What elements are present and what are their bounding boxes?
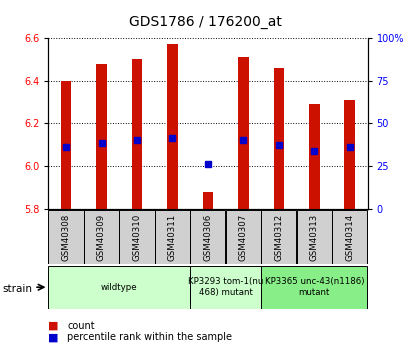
Bar: [190, 266, 261, 309]
Bar: [61, 81, 71, 209]
Text: KP3293 tom-1(nu
468) mutant: KP3293 tom-1(nu 468) mutant: [188, 277, 263, 297]
Bar: [297, 210, 332, 264]
Text: count: count: [67, 321, 95, 331]
Bar: [190, 210, 226, 264]
Text: GSM40309: GSM40309: [97, 214, 106, 261]
Text: GSM40308: GSM40308: [62, 214, 71, 261]
Bar: [119, 210, 155, 264]
Bar: [48, 210, 84, 264]
Bar: [309, 104, 320, 209]
Text: GSM40312: GSM40312: [274, 214, 284, 261]
Bar: [48, 266, 190, 309]
Text: ■: ■: [48, 333, 59, 342]
Text: ■: ■: [48, 321, 59, 331]
Text: KP3365 unc-43(n1186)
mutant: KP3365 unc-43(n1186) mutant: [265, 277, 364, 297]
Bar: [155, 210, 190, 264]
Bar: [167, 45, 178, 209]
Bar: [238, 57, 249, 209]
Text: percentile rank within the sample: percentile rank within the sample: [67, 333, 232, 342]
Bar: [226, 210, 261, 264]
Bar: [96, 63, 107, 209]
Text: GSM40313: GSM40313: [310, 214, 319, 261]
Bar: [84, 210, 119, 264]
Bar: [344, 100, 355, 209]
Text: strain: strain: [2, 284, 32, 294]
Text: GDS1786 / 176200_at: GDS1786 / 176200_at: [129, 15, 282, 29]
Bar: [131, 59, 142, 209]
Text: GSM40306: GSM40306: [203, 214, 213, 261]
Bar: [202, 191, 213, 209]
Bar: [273, 68, 284, 209]
Bar: [261, 210, 297, 264]
Text: GSM40311: GSM40311: [168, 214, 177, 261]
Bar: [332, 210, 368, 264]
Text: wildtype: wildtype: [101, 283, 137, 292]
Text: GSM40307: GSM40307: [239, 214, 248, 261]
Bar: [261, 266, 368, 309]
Text: GSM40314: GSM40314: [345, 214, 354, 261]
Text: GSM40310: GSM40310: [132, 214, 142, 261]
